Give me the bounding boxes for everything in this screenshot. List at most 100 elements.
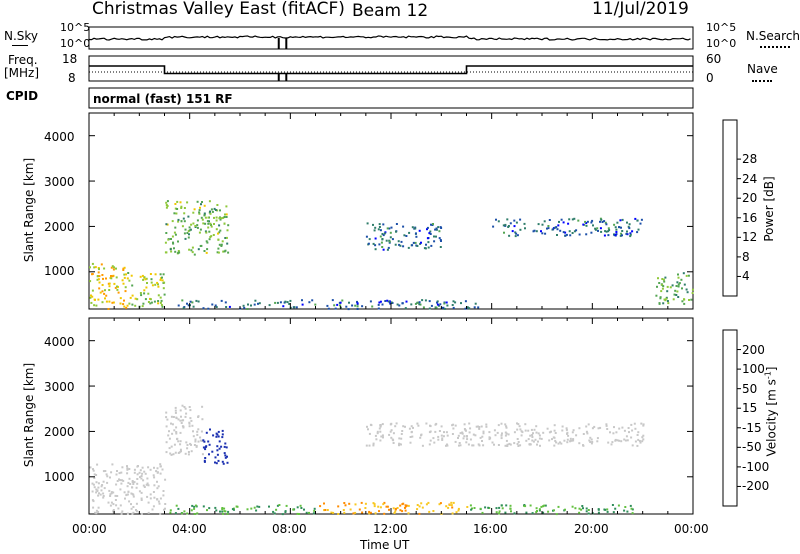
power-cell xyxy=(541,223,544,226)
velocity-cell xyxy=(485,425,488,428)
power-cell xyxy=(213,216,215,219)
velocity-cell xyxy=(381,434,384,437)
power-cell xyxy=(401,302,404,305)
freq-label: Freq. xyxy=(8,53,38,67)
velocity-cell xyxy=(208,453,210,456)
power-cell xyxy=(226,229,229,232)
power-cell xyxy=(519,218,522,221)
power-cell xyxy=(122,269,125,271)
velocity-cell xyxy=(520,434,523,437)
velocity-cell xyxy=(175,426,178,429)
power-cell xyxy=(573,217,576,220)
power-cell xyxy=(675,285,678,287)
power-cell xyxy=(334,307,337,310)
power-cell xyxy=(384,300,387,302)
power-cell xyxy=(97,298,100,301)
velocity-cell xyxy=(409,436,412,438)
velocity-cell xyxy=(140,512,143,515)
velocity-cell xyxy=(469,438,472,441)
velocity-cell xyxy=(196,430,199,433)
velocity-cell xyxy=(313,509,316,512)
power-cell xyxy=(614,226,617,229)
velocity-cell xyxy=(455,511,458,514)
velocity-cell xyxy=(135,486,138,489)
power-cell xyxy=(254,299,257,302)
power-cell xyxy=(388,300,391,303)
velocity-cell xyxy=(565,428,568,431)
velocity-ytick-4000: 4000 xyxy=(44,335,75,349)
velocity-cell xyxy=(152,505,155,508)
velocity-cell xyxy=(585,510,588,513)
power-cell xyxy=(356,300,358,303)
velocity-cell xyxy=(147,501,150,504)
velocity-cell xyxy=(614,438,617,441)
velocity-cell xyxy=(464,429,467,431)
power-cell xyxy=(687,274,690,277)
velocity-cell xyxy=(191,424,194,427)
power-cell xyxy=(205,251,208,254)
power-cell xyxy=(418,229,421,232)
velocity-cell xyxy=(369,511,372,514)
velocity-cell xyxy=(524,505,527,508)
power-cell xyxy=(104,289,106,292)
power-cell xyxy=(361,305,364,308)
power-cell xyxy=(400,240,403,243)
power-cell xyxy=(142,302,145,305)
velocity-cell xyxy=(491,441,494,444)
velocity-cell xyxy=(164,478,167,481)
velocity-cell xyxy=(451,506,454,509)
velocity-cell xyxy=(285,504,288,507)
power-cell xyxy=(161,276,163,279)
power-cell xyxy=(215,306,218,308)
velocity-cell xyxy=(218,447,221,450)
power-cell xyxy=(177,240,179,243)
power-cb-ticklabel: 16 xyxy=(742,210,758,225)
power-cell xyxy=(378,243,381,246)
velocity-cell xyxy=(191,504,194,507)
velocity-cell xyxy=(169,511,172,514)
power-cell xyxy=(215,219,218,222)
velocity-cell xyxy=(204,448,207,451)
velocity-cell xyxy=(219,510,221,513)
velocity-cell xyxy=(519,428,522,431)
freq-gap-a xyxy=(277,74,280,81)
power-cell xyxy=(163,281,166,284)
power-cell xyxy=(333,304,336,307)
velocity-cell xyxy=(582,444,584,447)
power-cell xyxy=(436,301,438,304)
velocity-cell xyxy=(536,443,538,446)
power-cb-ticklabel: 28 xyxy=(742,152,758,167)
velocity-cell xyxy=(378,427,381,430)
velocity-cell xyxy=(216,445,219,448)
power-cell xyxy=(685,288,688,291)
velocity-cell xyxy=(97,494,100,497)
velocity-cell xyxy=(465,435,468,437)
velocity-cell xyxy=(477,443,480,446)
velocity-cell xyxy=(112,503,115,506)
velocity-cell xyxy=(500,434,503,437)
xtick-0400: 04:00 xyxy=(172,522,207,536)
power-cell xyxy=(386,299,389,302)
power-cell xyxy=(149,298,152,301)
power-cell xyxy=(436,303,439,306)
power-cell xyxy=(662,302,665,305)
velocity-cell xyxy=(513,431,516,434)
power-cell xyxy=(141,305,144,308)
power-cell xyxy=(446,304,449,307)
power-cell xyxy=(427,246,430,249)
power-cell xyxy=(293,306,296,309)
power-cell xyxy=(564,234,567,237)
power-cell xyxy=(165,206,168,209)
power-cell xyxy=(98,281,101,284)
mode-label: normal (fast) 151 RF xyxy=(93,92,233,106)
velocity-cell xyxy=(561,429,564,432)
power-cell xyxy=(197,300,200,303)
power-cell xyxy=(681,300,684,303)
velocity-cell xyxy=(574,507,577,510)
velocity-cell xyxy=(385,505,388,508)
velocity-cell xyxy=(609,431,611,434)
velocity-cell xyxy=(215,462,218,465)
power-cell xyxy=(507,226,510,228)
velocity-cell xyxy=(379,424,382,427)
power-cell xyxy=(207,226,210,229)
